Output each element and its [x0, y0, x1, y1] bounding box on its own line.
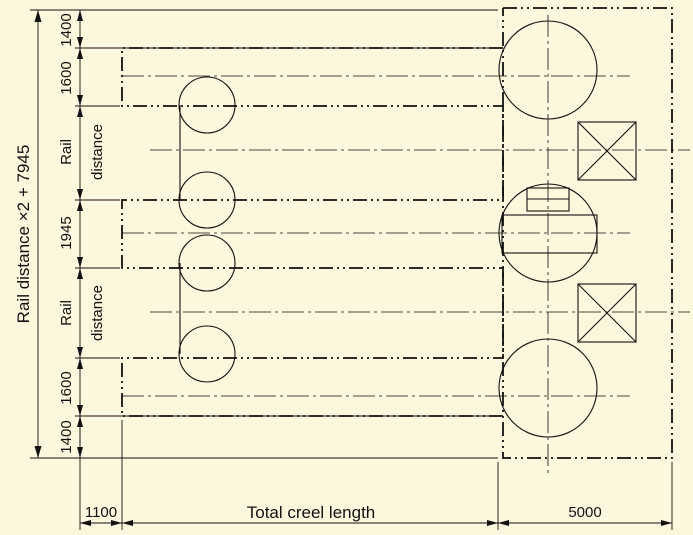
bottom-mid-label: Total creel length — [247, 503, 376, 522]
bobbin-circle — [178, 325, 236, 383]
x-box-lower — [577, 283, 637, 343]
rail-distance-1-line1: Rail — [58, 139, 75, 165]
seg-lower-label: 1600 — [58, 371, 75, 404]
rail-distance-2-line2: distance — [89, 285, 106, 341]
seg-mid-label: 1945 — [58, 216, 75, 249]
seg-upper-label: 1600 — [58, 61, 75, 94]
seg-bottom-label: 1400 — [58, 420, 75, 453]
seg-top-label: 1400 — [58, 13, 75, 46]
rail-distance-1-line2: distance — [89, 124, 106, 180]
creel-outlines — [121, 7, 673, 459]
bobbin-circle — [178, 171, 236, 229]
bobbin-circle — [178, 76, 236, 134]
bottom-roller-circle — [498, 338, 598, 438]
extension-lines — [30, 9, 673, 530]
roller-set — [498, 20, 598, 438]
overall-dimension-line — [34, 10, 42, 458]
bottom-right-label: 5000 — [568, 504, 601, 521]
top-roller-circle — [498, 20, 598, 120]
bottom-dimension-chain — [80, 520, 672, 526]
bobbin-set — [178, 76, 236, 383]
rail-distance-2-line1: Rail — [58, 300, 75, 326]
segment-dimension-chain — [77, 10, 83, 458]
x-box-upper — [577, 121, 637, 181]
bottom-left-label: 1100 — [85, 504, 117, 521]
bobbin-circle — [178, 234, 236, 292]
center-lines — [122, 15, 690, 475]
middle-roller-frame — [501, 214, 598, 254]
overall-dimension-label: Rail distance ×2 + 7945 — [14, 145, 33, 324]
